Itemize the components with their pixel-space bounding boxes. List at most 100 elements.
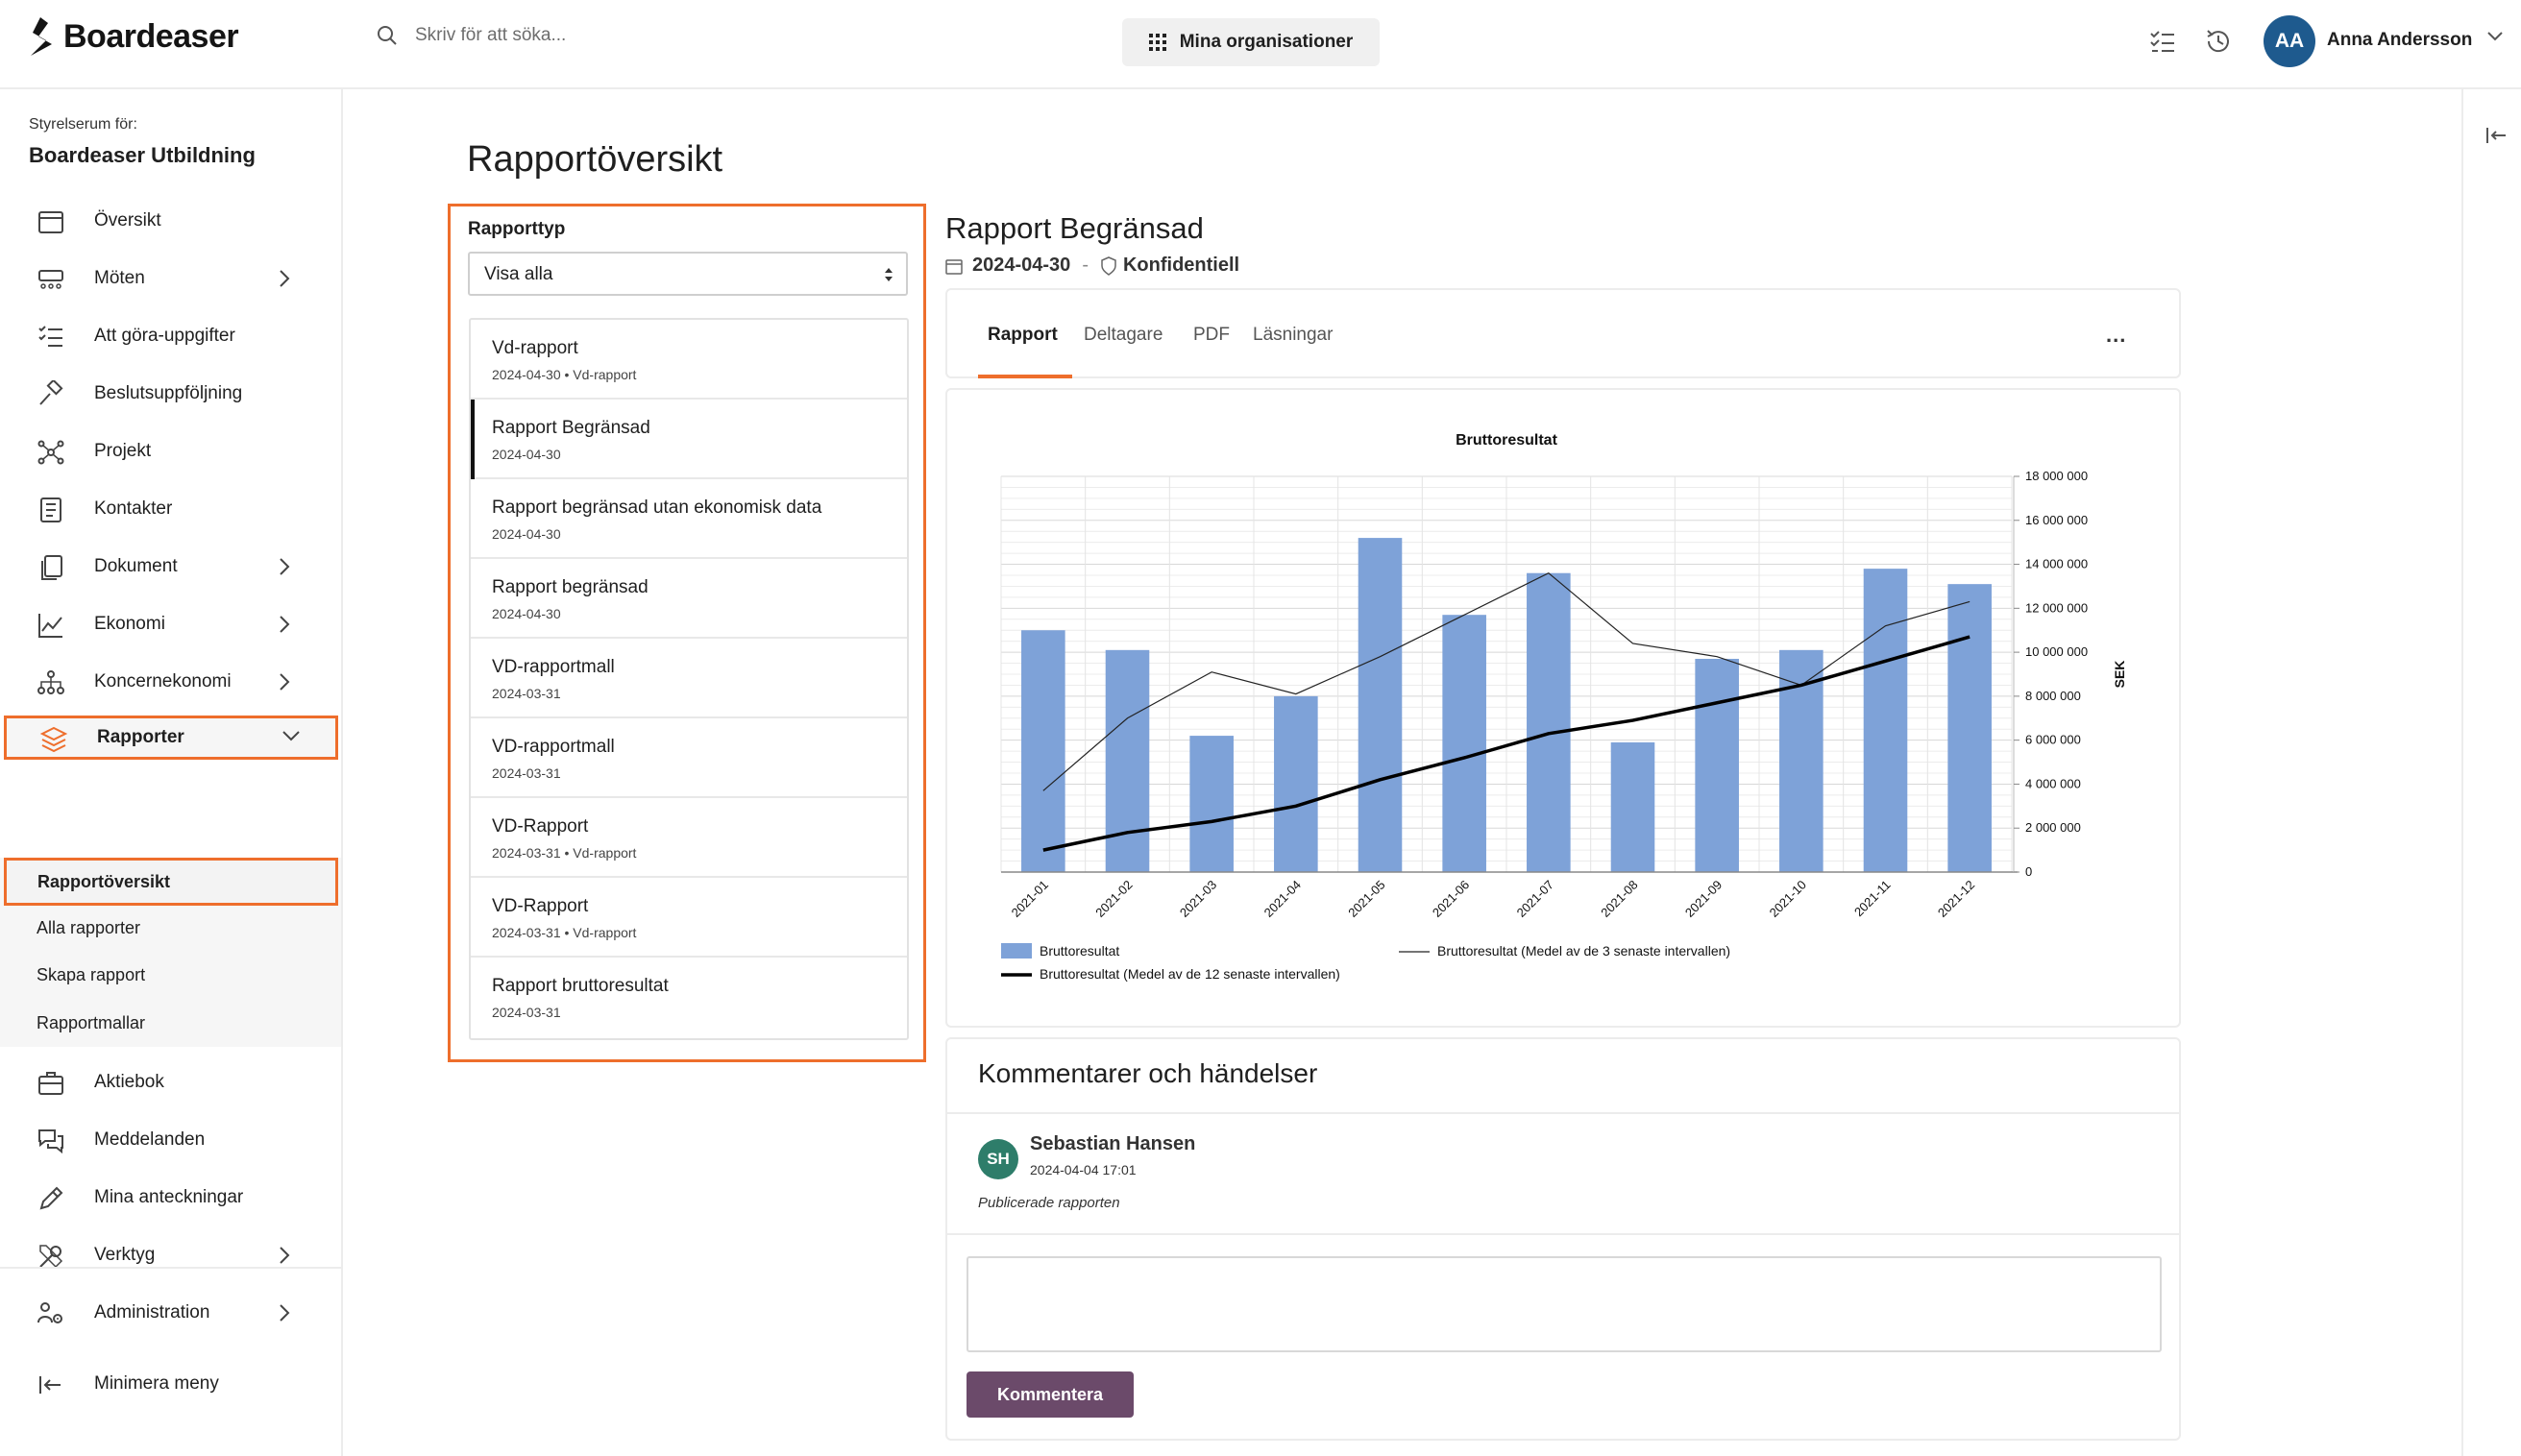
comment-input[interactable] [967, 1256, 2162, 1352]
report-list-item[interactable]: VD-rapportmall 2024-03-31 [471, 718, 907, 798]
comment-timestamp: 2024-04-04 17:01 [1030, 1162, 1137, 1177]
report-list-item[interactable]: VD-Rapport 2024-03-31 • Vd-rapport [471, 878, 907, 958]
sidebar-item-share-register[interactable]: Aktiebok [0, 1054, 343, 1111]
report-list-item[interactable]: VD-rapportmall 2024-03-31 [471, 639, 907, 718]
x-tick-label: 2021-10 [1767, 878, 1809, 920]
sidebar-item-messages[interactable]: Meddelanden [0, 1111, 343, 1169]
tab-report[interactable]: Rapport [988, 325, 1058, 345]
sidebar-item-decisions[interactable]: Beslutsuppföljning [0, 365, 343, 423]
search-icon [378, 26, 397, 45]
gross-profit-chart: Bruttoresultat 0 2 000 000 4 000 000 6 000 0… [1000, 432, 2127, 982]
sidebar-item-reports[interactable]: Rapporter [4, 716, 338, 760]
bar [1527, 572, 1571, 872]
sidebar-item-label: Verktyg [94, 1245, 156, 1265]
calendar-icon [38, 211, 63, 233]
submenu-item-all-reports[interactable]: Alla rapporter [37, 918, 141, 937]
report-title: Rapport begränsad [492, 577, 649, 597]
report-meta-line: 2024-04-30 - Konfidentiell [945, 255, 1239, 277]
organizations-button[interactable]: Mina organisationer [1122, 18, 1380, 66]
sidebar-item-projects[interactable]: Projekt [0, 423, 343, 480]
pencil-icon [39, 1186, 63, 1210]
report-list-item[interactable]: Vd-rapport 2024-04-30 • Vd-rapport [471, 320, 907, 400]
y-tick-label: 14 000 000 [2025, 557, 2088, 571]
sidebar-item-tools[interactable]: Verktyg [0, 1226, 343, 1284]
x-tick-label: 2021-11 [1851, 878, 1894, 920]
y-tick-label: 12 000 000 [2025, 600, 2088, 615]
active-tab-indicator [978, 375, 1072, 378]
organizations-button-label: Mina organisationer [1179, 32, 1354, 52]
sidebar-item-notes[interactable]: Mina anteckningar [0, 1169, 343, 1226]
chevron-right-icon [280, 1247, 290, 1264]
calendar-icon [945, 258, 963, 275]
meeting-icon [38, 270, 63, 289]
comments-title: Kommentarer och händelser [978, 1058, 1318, 1088]
sidebar-item-oversikt[interactable]: Översikt [0, 192, 343, 250]
report-list-item[interactable]: Rapport bruttoresultat 2024-03-31 [471, 958, 907, 1037]
submit-comment-button[interactable]: Kommentera [967, 1371, 1134, 1418]
report-list: Vd-rapport 2024-04-30 • Vd-rapport Rappo… [469, 318, 909, 1040]
sidebar-item-documents[interactable]: Dokument [0, 538, 343, 595]
legend-label: Bruttoresultat (Medel av de 3 senaste in… [1437, 943, 1730, 959]
tab-pdf[interactable]: PDF [1193, 325, 1230, 345]
sidebar-item-tasks[interactable]: Att göra-uppgifter [0, 307, 343, 365]
chevron-down-icon[interactable] [2486, 31, 2504, 42]
report-list-item[interactable]: Rapport begränsad utan ekonomisk data 20… [471, 479, 907, 559]
submenu-item-create-report[interactable]: Skapa rapport [37, 965, 146, 984]
commenter-avatar: SH [978, 1139, 1018, 1179]
report-list-item[interactable]: Rapport Begränsad 2024-04-30 [471, 400, 907, 479]
bar [1274, 695, 1318, 872]
report-list-item[interactable]: VD-Rapport 2024-03-31 • Vd-rapport [471, 798, 907, 878]
series-line [1042, 571, 1970, 791]
task-list-icon[interactable] [2148, 27, 2177, 56]
grid-icon [1148, 34, 1166, 51]
legend-label: Bruttoresultat (Medel av de 12 senaste i… [1040, 966, 1340, 982]
minimize-menu-button[interactable]: Minimera meny [0, 1355, 343, 1413]
sidebar-divider [0, 1267, 341, 1269]
submenu-item-report-templates[interactable]: Rapportmallar [37, 1013, 146, 1032]
boardroom-caption: Styrelserum för: [29, 116, 137, 133]
report-type-select[interactable]: Visa alla [468, 252, 908, 296]
sidebar-item-contacts[interactable]: Kontakter [0, 480, 343, 538]
collapse-left-icon[interactable] [2484, 124, 2508, 147]
chart-title: Bruttoresultat [1456, 432, 1557, 449]
sidebar-item-group-economy[interactable]: Koncernekonomi [0, 653, 343, 711]
search-input[interactable]: Skriv för att söka... [415, 25, 567, 45]
meta-separator: - [1082, 255, 1089, 276]
sidebar-item-label: Mina anteckningar [94, 1187, 244, 1207]
sidebar-item-economy[interactable]: Ekonomi [0, 595, 343, 653]
x-tick-label: 2021-02 [1092, 878, 1135, 920]
report-meta: 2024-04-30 [492, 606, 561, 621]
tools-icon [39, 1245, 63, 1269]
chart-card: Bruttoresultat 0 2 000 000 4 000 000 6 000 0… [945, 388, 2181, 1028]
report-title: VD-Rapport [492, 896, 589, 916]
user-avatar[interactable]: AA [2264, 15, 2315, 67]
commenter-name: Sebastian Hansen [1030, 1133, 1196, 1154]
x-tick-label: 2021-05 [1345, 878, 1387, 920]
chevron-down-icon [282, 731, 300, 741]
tab-participants[interactable]: Deltagare [1084, 325, 1163, 345]
report-meta: 2024-03-31 • Vd-rapport [492, 845, 637, 861]
history-icon[interactable] [2204, 27, 2233, 56]
x-tick-label: 2021-01 [1009, 878, 1051, 920]
legend-swatch [1001, 943, 1032, 959]
more-options-button[interactable]: ... [2106, 323, 2127, 347]
search-bar[interactable]: Skriv för att söka... [377, 25, 566, 46]
tab-readings[interactable]: Läsningar [1253, 325, 1334, 345]
x-tick-label: 2021-07 [1514, 878, 1556, 920]
bar [1358, 538, 1403, 872]
sidebar-item-moten[interactable]: Möten [0, 250, 343, 307]
logo-text: Boardeaser [63, 17, 239, 55]
submenu-item-label: Rapportöversikt [37, 872, 171, 891]
sidebar-item-administration[interactable]: Administration [0, 1284, 343, 1342]
documents-icon [41, 555, 62, 580]
report-title-heading: Rapport Begränsad [945, 211, 1204, 245]
gavel-icon [39, 380, 63, 405]
report-list-panel: Rapporttyp Visa alla Vd-rapport 2024-04-… [448, 204, 926, 1062]
logo[interactable]: Boardeaser [27, 13, 239, 60]
chevron-right-icon [280, 616, 290, 633]
user-name[interactable]: Anna Andersson [2327, 30, 2473, 50]
submenu-item-report-overview[interactable]: Rapportöversikt [4, 858, 338, 906]
sidebar-item-label: Meddelanden [94, 1129, 206, 1150]
report-list-item[interactable]: Rapport begränsad 2024-04-30 [471, 559, 907, 639]
y-tick-label: 4 000 000 [2025, 776, 2081, 790]
